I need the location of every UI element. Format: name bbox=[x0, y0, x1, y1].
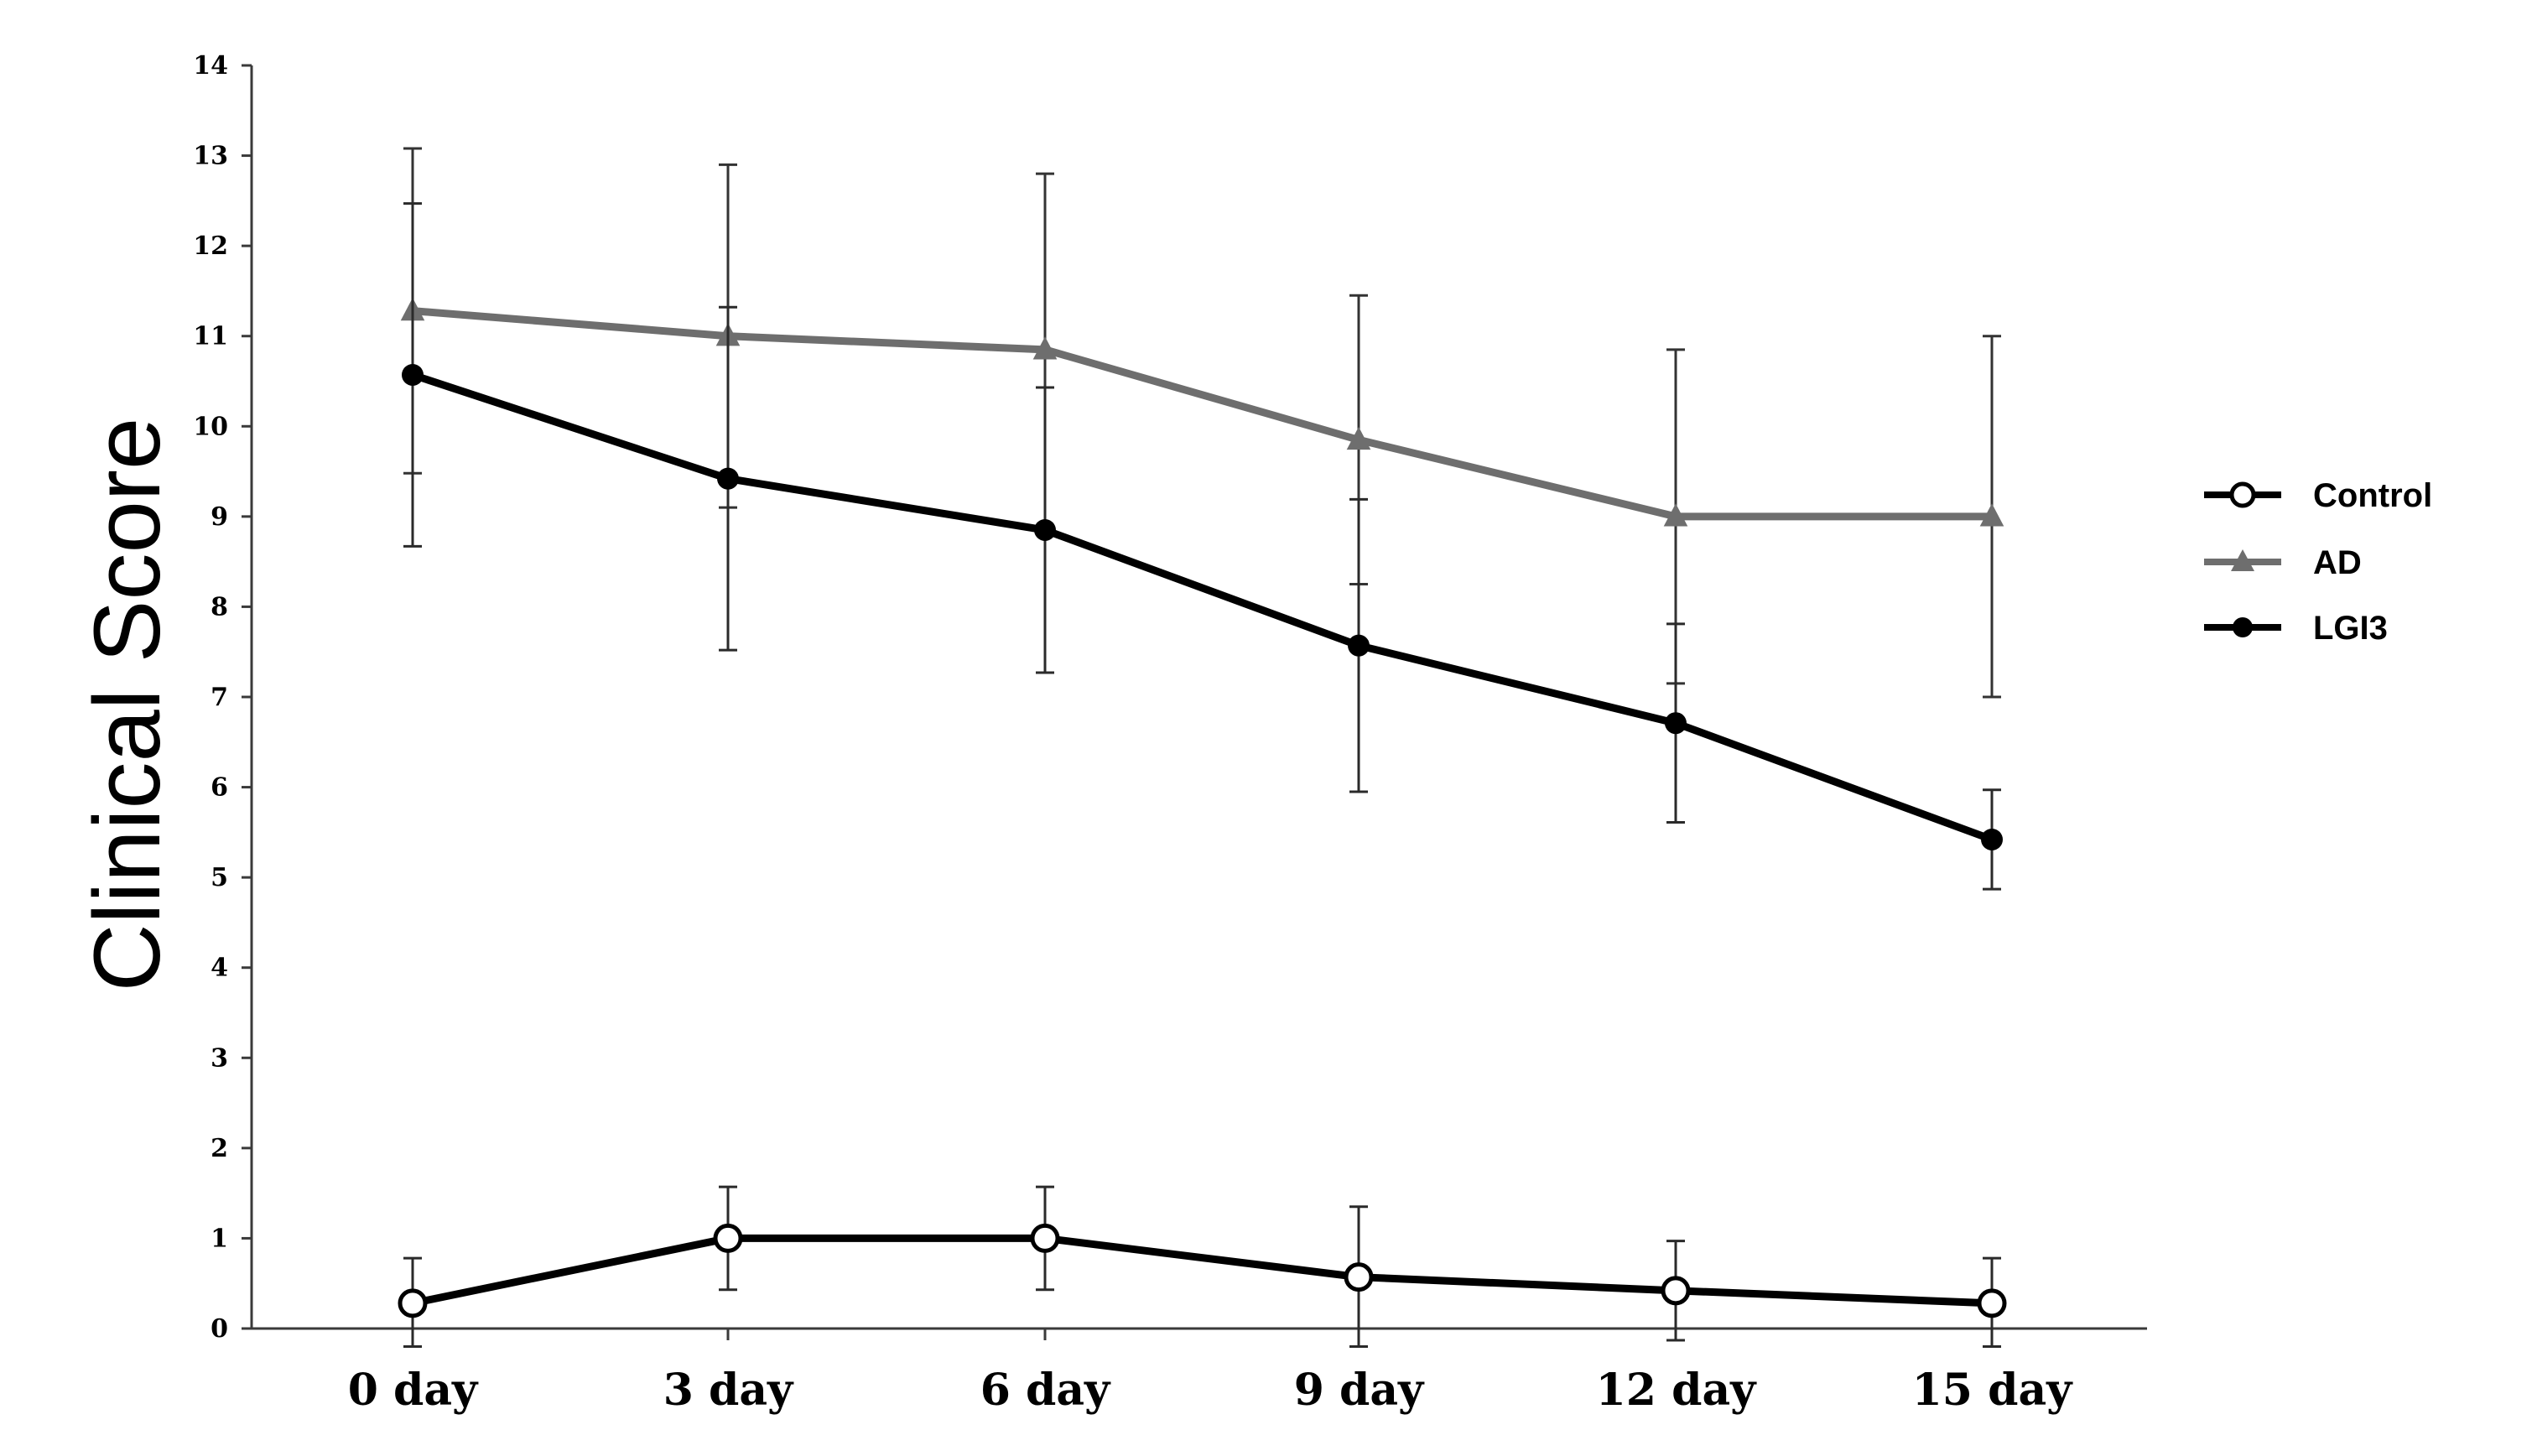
legend-label: Control bbox=[2313, 477, 2432, 514]
data-point bbox=[1030, 1223, 1060, 1253]
legend-item-control: Control bbox=[2204, 477, 2432, 514]
x-tick-label: 3 day bbox=[663, 1365, 794, 1416]
legend-label: LGI3 bbox=[2313, 610, 2388, 647]
legend-marker bbox=[2233, 617, 2253, 637]
series-line bbox=[412, 307, 1992, 521]
y-tick-label: 9 bbox=[211, 502, 228, 532]
y-axis-title: Clinical Score bbox=[75, 418, 179, 992]
series-line bbox=[411, 371, 1994, 844]
data-point bbox=[1977, 1288, 2007, 1318]
data-point bbox=[713, 1223, 743, 1253]
legend-item-lgi3: LGI3 bbox=[2204, 610, 2388, 647]
y-tick-label: 5 bbox=[211, 863, 228, 892]
legend-marker bbox=[2231, 549, 2254, 571]
y-tick-label: 4 bbox=[211, 954, 228, 983]
x-tick-label: 12 day bbox=[1596, 1365, 1758, 1416]
y-tick-label: 2 bbox=[211, 1134, 228, 1163]
y-tick-label: 12 bbox=[193, 231, 228, 261]
y-tick-label: 10 bbox=[193, 412, 228, 441]
data-point bbox=[1981, 828, 2003, 850]
data-point bbox=[1979, 503, 2004, 527]
data-point bbox=[1346, 426, 1371, 450]
x-tick-label: 9 day bbox=[1294, 1365, 1425, 1416]
series-ad bbox=[400, 147, 2004, 699]
data-point bbox=[1661, 1276, 1691, 1306]
axes bbox=[250, 65, 2147, 1330]
series-layer bbox=[398, 147, 2007, 1349]
data-point bbox=[1344, 1262, 1374, 1292]
series-control bbox=[398, 1185, 2007, 1349]
series-line bbox=[412, 1234, 1993, 1308]
legend-label: AD bbox=[2313, 544, 2362, 581]
y-tick-label: 1 bbox=[211, 1224, 228, 1253]
legend: Control AD LGI3 bbox=[2204, 477, 2432, 647]
y-tick-label: 6 bbox=[211, 773, 228, 803]
x-tick-label: 0 day bbox=[348, 1365, 479, 1416]
legend-marker bbox=[2229, 481, 2256, 508]
series-lgi3 bbox=[402, 202, 2003, 891]
x-tick-label: 6 day bbox=[980, 1365, 1111, 1416]
data-point bbox=[1665, 712, 1687, 735]
y-tick-label: 3 bbox=[211, 1043, 228, 1073]
y-tick-label: 8 bbox=[211, 592, 228, 621]
data-point bbox=[1663, 503, 1688, 527]
y-tick-label: 11 bbox=[193, 322, 228, 351]
data-point bbox=[1348, 634, 1370, 657]
data-point bbox=[398, 1288, 428, 1318]
data-point bbox=[717, 467, 739, 490]
y-tick-label: 14 bbox=[193, 51, 228, 81]
data-point bbox=[1034, 518, 1056, 541]
y-tick-label: 7 bbox=[211, 683, 228, 712]
x-tick-label: 15 day bbox=[1912, 1365, 2074, 1416]
y-tick-label: 0 bbox=[211, 1314, 228, 1344]
x-ticks: 0 day 3 day 6 day 9 day 12 day 15 day bbox=[348, 1329, 2073, 1416]
data-point bbox=[1032, 336, 1058, 360]
data-point bbox=[402, 363, 424, 386]
y-tick-label: 13 bbox=[193, 142, 228, 171]
legend-item-ad: AD bbox=[2204, 544, 2362, 581]
